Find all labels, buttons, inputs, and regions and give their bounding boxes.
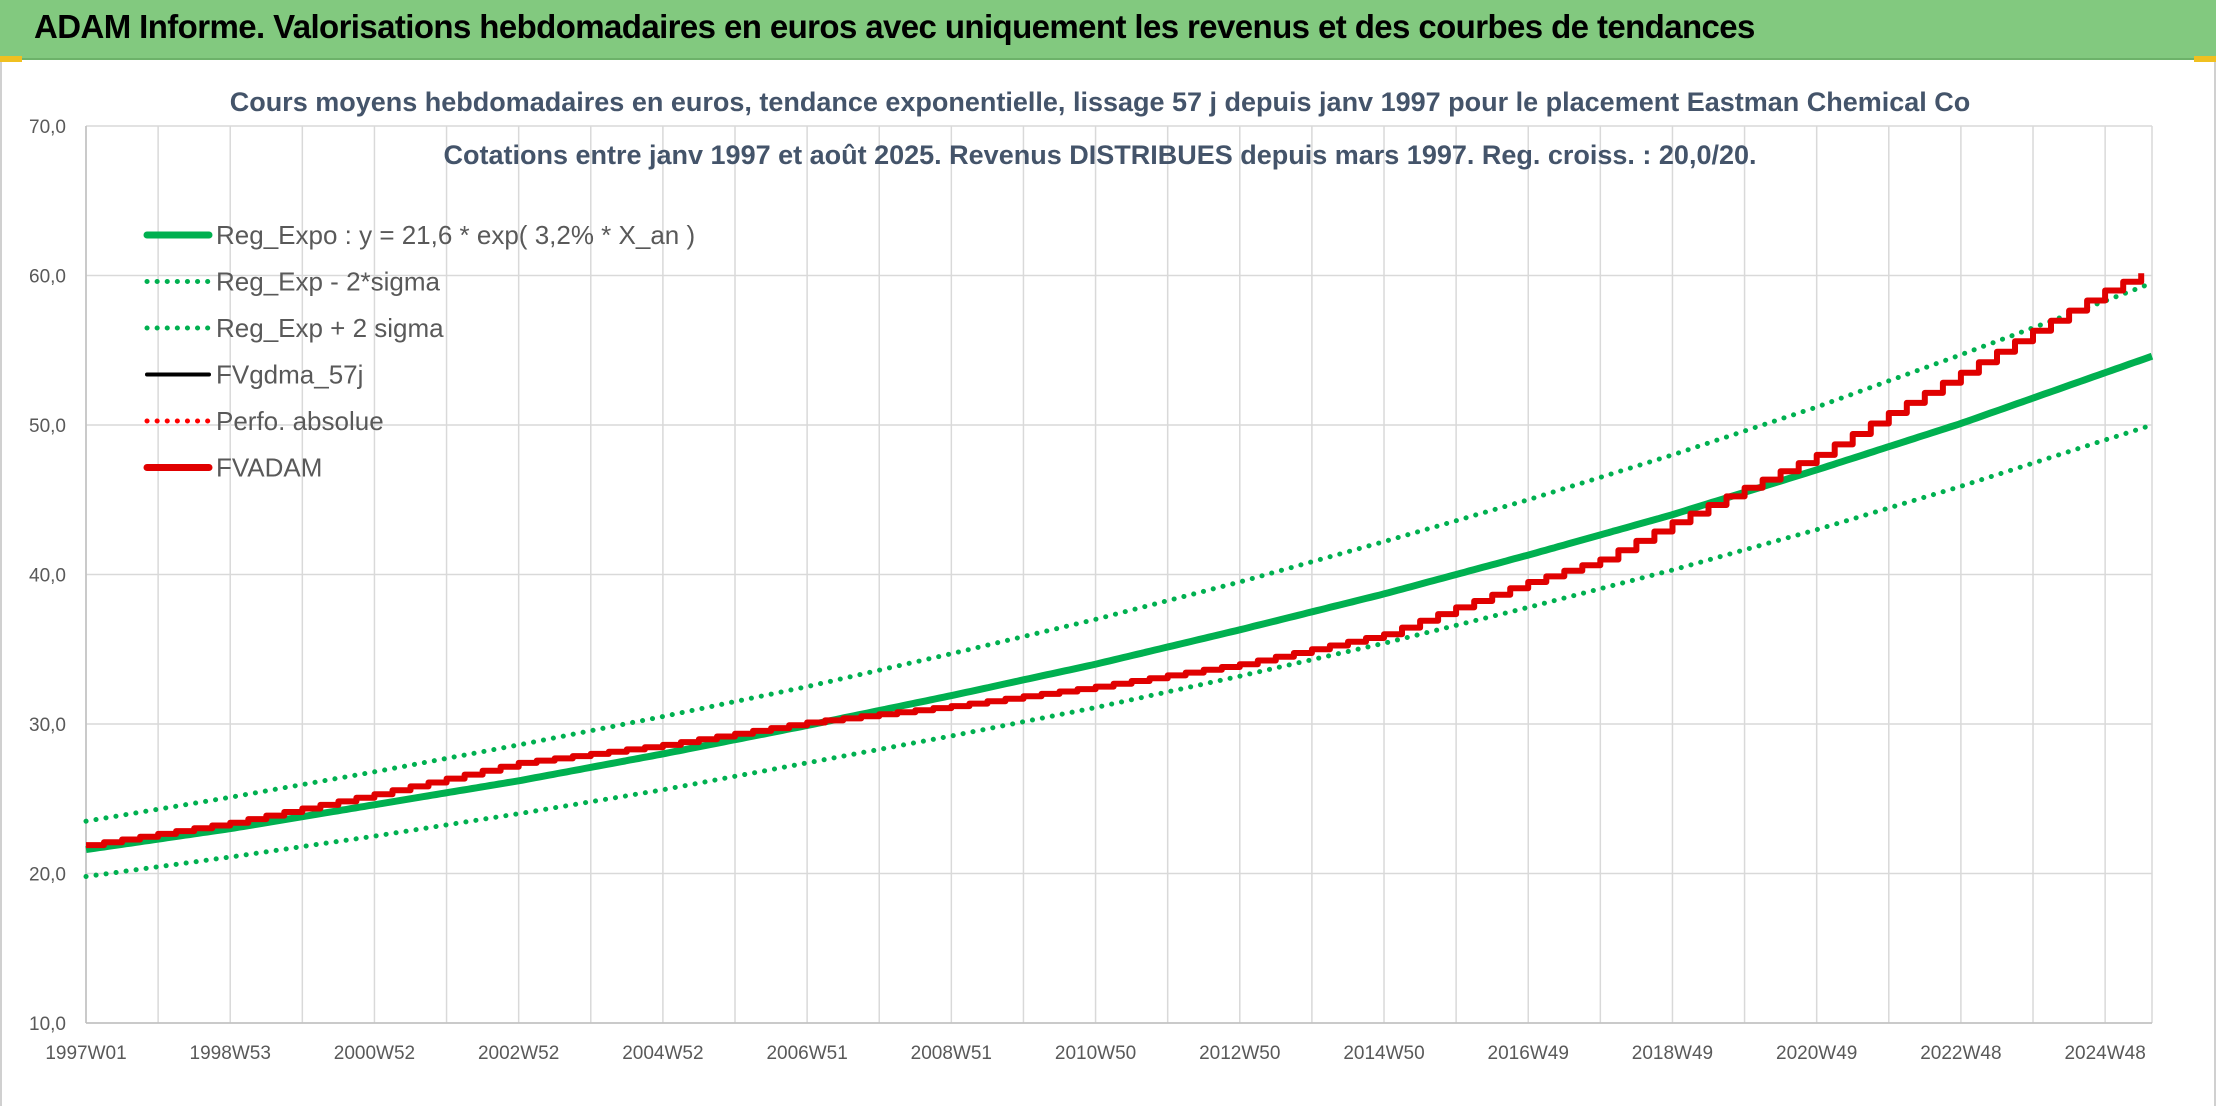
banner-corner-marker-left	[0, 56, 22, 62]
legend-label-1: Reg_Exp - 2*sigma	[216, 267, 441, 297]
x-tick-label: 2024W48	[2064, 1043, 2145, 1064]
report-banner: ADAM Informe. Valorisations hebdomadaire…	[0, 0, 2216, 60]
legend-label-0: Reg_Expo : y = 21,6 * exp( 3,2% * X_an )	[216, 220, 695, 250]
series-line-0	[85, 352, 2154, 854]
legend-label-4: Perfo. absolue	[216, 406, 384, 436]
legend-label-3: FVgdma_57j	[216, 360, 363, 390]
series-line-5	[86, 273, 2145, 849]
grid-lines	[85, 125, 2153, 1024]
report-title: ADAM Informe. Valorisations hebdomadaire…	[34, 8, 1755, 45]
banner-corner-marker-right	[2194, 56, 2216, 62]
line-chart: 10,0 20,0 30,0 40,0 50,0 60,0 70,0 1997W01 1998…	[29, 87, 2155, 1064]
series-line-1	[83, 422, 2155, 879]
chart-subtitle: Cotations entre janv 1997 et août 2025. …	[443, 140, 1756, 170]
x-tick-label: 2022W48	[1920, 1043, 2001, 1064]
series-line-2	[83, 280, 2155, 824]
x-tick-label: 2008W51	[911, 1043, 992, 1064]
chart-area: 10,0 20,0 30,0 40,0 50,0 60,0 70,0 1997W01 1998…	[0, 62, 2216, 1106]
y-tick-label: 20,0	[29, 865, 66, 886]
legend-label-2: Reg_Exp + 2 sigma	[216, 313, 444, 343]
x-tick-label: 2002W52	[478, 1043, 559, 1064]
y-tick-label: 30,0	[29, 715, 66, 736]
x-tick-label: 2000W52	[334, 1043, 415, 1064]
series-lines	[83, 273, 2155, 879]
y-tick-label: 70,0	[29, 117, 66, 138]
chart-legend: Reg_Expo : y = 21,6 * exp( 3,2% * X_an )…	[143, 220, 695, 483]
y-tick-label: 60,0	[29, 267, 66, 288]
chart-title: Cours moyens hebdomadaires en euros, ten…	[230, 87, 1971, 117]
x-tick-label: 2004W52	[622, 1043, 703, 1064]
x-tick-label: 1997W01	[45, 1043, 126, 1064]
x-tick-label: 2018W49	[1632, 1043, 1713, 1064]
y-tick-label: 40,0	[29, 566, 66, 587]
x-tick-label: 1998W53	[190, 1043, 271, 1064]
y-axis: 10,0 20,0 30,0 40,0 50,0 60,0 70,0	[29, 117, 87, 1035]
x-tick-label: 2006W51	[766, 1043, 847, 1064]
y-tick-label: 10,0	[29, 1014, 66, 1035]
x-tick-label: 2012W50	[1199, 1043, 1280, 1064]
x-tick-label: 2016W49	[1488, 1043, 1569, 1064]
x-tick-label: 2020W49	[1776, 1043, 1857, 1064]
x-tick-label: 2014W50	[1343, 1043, 1424, 1064]
y-tick-label: 50,0	[29, 416, 66, 437]
x-axis: 1997W01 1998W53 2000W52 2002W52 2004W52 2006W…	[45, 1022, 2152, 1064]
legend-label-5: FVADAM	[216, 453, 322, 483]
x-tick-label: 2010W50	[1055, 1043, 1136, 1064]
